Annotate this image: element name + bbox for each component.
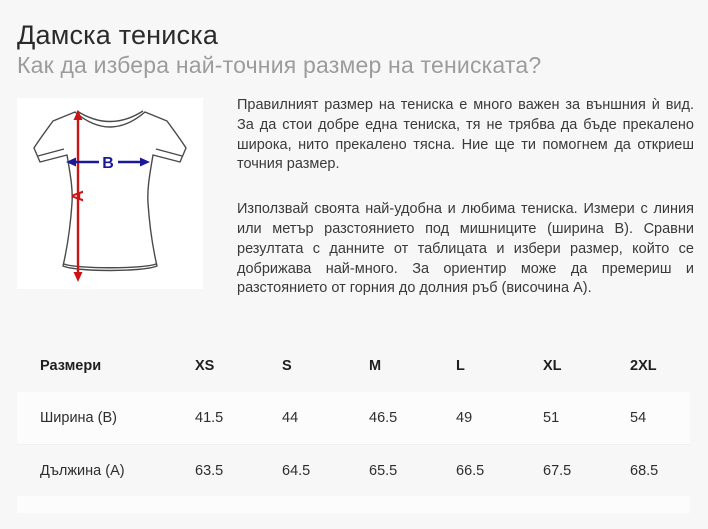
page-subtitle: Как да избера най-точния размер на тенис… (17, 52, 542, 78)
table-cell: 44 (282, 410, 299, 426)
header-cell-l: L (456, 358, 465, 374)
table-row-length: Дължина (A) 63.5 64.5 65.5 66.5 67.5 68.… (17, 444, 690, 496)
size-table-header-row: Размери XS S M L XL 2XL (17, 340, 690, 392)
intro-paragraph-2: Използвай своята най-удобна и любима тен… (237, 201, 694, 297)
header-cell-sizes: Размери (40, 358, 102, 374)
table-cell: 51 (543, 410, 560, 426)
table-cell: 49 (456, 410, 473, 426)
table-cell: 66.5 (456, 462, 485, 479)
intro-text: Правилният размер на тениска е много важ… (237, 96, 694, 324)
table-cell: 64.5 (282, 462, 311, 479)
header-cell-2xl: 2XL (630, 358, 657, 374)
table-cell: 41.5 (195, 410, 224, 426)
height-arrow: A (70, 110, 87, 282)
tshirt-diagram-svg: A B (33, 110, 187, 282)
table-cell: 54 (630, 410, 647, 426)
height-label: A (70, 190, 87, 202)
table-row-width: Ширина (B) 41.5 44 46.5 49 51 54 (17, 392, 690, 444)
header-cell-xl: XL (543, 358, 562, 374)
tshirt-outline-icon (33, 110, 187, 272)
header-cell-xs: XS (195, 358, 215, 374)
header-cell-m: M (369, 358, 382, 374)
table-footer-strip (17, 496, 690, 513)
width-arrow: B (66, 155, 150, 172)
table-cell: 65.5 (369, 462, 398, 479)
table-cell: 68.5 (630, 462, 659, 479)
size-table: Размери XS S M L XL 2XL Ширина (B) 41.5 … (17, 340, 690, 513)
tshirt-measurement-diagram: A B (17, 98, 203, 289)
table-cell: 46.5 (369, 410, 398, 426)
header-cell-s: S (282, 358, 292, 374)
page-title: Дамска тениска (17, 20, 219, 50)
row-label: Дължина (A) (40, 462, 125, 479)
intro-paragraph-1: Правилният размер на тениска е много важ… (237, 97, 694, 173)
row-label: Ширина (B) (40, 410, 117, 426)
table-cell: 67.5 (543, 462, 572, 479)
width-label: B (102, 155, 114, 172)
table-cell: 63.5 (195, 462, 224, 479)
